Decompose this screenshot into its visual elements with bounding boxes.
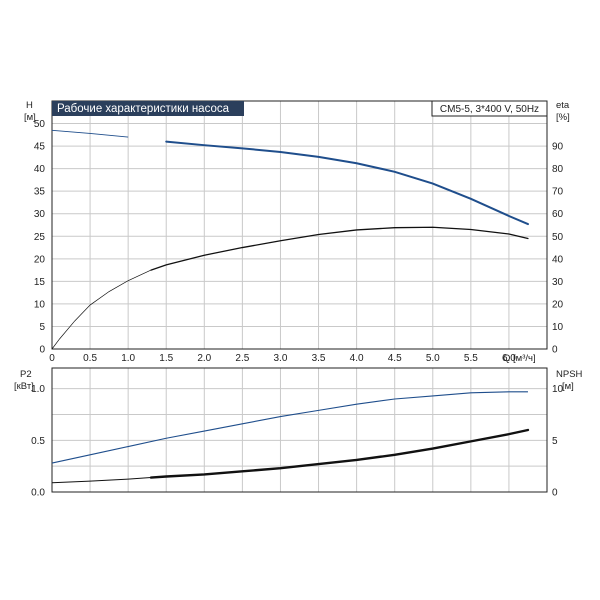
p2-tick-labels: 0.0 0.5 1.0 <box>31 384 45 498</box>
eta-tick-label: 50 <box>552 232 564 243</box>
eta-tick-label: 0 <box>552 345 558 356</box>
h-tick-label: 10 <box>34 299 46 310</box>
x-axis-label-q: Q [м³/ч] <box>503 353 536 364</box>
h-tick-label: 20 <box>34 254 46 265</box>
eta-tick-label: 80 <box>552 164 564 175</box>
chart-title-background <box>52 101 244 116</box>
upper-series <box>51 129 529 350</box>
h-tick-label: 45 <box>34 142 46 153</box>
y-axis-label-p2: P2 <box>20 369 32 380</box>
y-axis-label-eta: eta <box>556 100 570 111</box>
y-axis-label-h: H <box>26 100 33 111</box>
pump-model-label: CM5-5, 3*400 V, 50Hz <box>440 104 539 115</box>
h-tick-label: 25 <box>34 232 46 243</box>
q-tick-label: 3.5 <box>312 353 326 364</box>
q-tick-labels: 0 0.5 1.0 1.5 2.0 2.5 3.0 3.5 4.0 4.5 5.0 5.5 6.0 <box>49 353 516 364</box>
h-tick-label: 5 <box>39 322 45 333</box>
eta-tick-label: 10 <box>552 322 564 333</box>
q-tick-label: 5.0 <box>426 353 440 364</box>
npsh-tick-label: 10 <box>552 384 564 395</box>
eta-tick-label: 20 <box>552 299 564 310</box>
npsh-tick-label: 5 <box>552 436 558 447</box>
eta-tick-label: 90 <box>552 142 564 153</box>
pump-model-box <box>431 100 548 117</box>
head-curve-thin <box>51 129 129 138</box>
npsh-curve-thin <box>51 477 152 484</box>
upper-grid <box>52 101 547 349</box>
efficiency-curve-thin <box>51 269 152 350</box>
q-tick-label: 2.5 <box>235 353 249 364</box>
h-tick-labels: 0 5 10 15 20 25 30 35 40 45 50 <box>34 119 46 355</box>
efficiency-curve <box>150 226 529 271</box>
q-tick-label: 5.5 <box>464 353 478 364</box>
q-tick-label: 3.0 <box>274 353 288 364</box>
npsh-tick-label: 0 <box>552 488 558 499</box>
q-tick-label: 4.0 <box>350 353 364 364</box>
npsh-tick-labels: 0 5 10 <box>552 384 564 498</box>
p2-tick-label: 1.0 <box>31 384 45 395</box>
q-tick-label: 0.5 <box>83 353 97 364</box>
eta-tick-labels: 0 10 20 30 40 50 60 70 80 90 <box>552 142 564 356</box>
q-tick-label: 1.5 <box>159 353 173 364</box>
q-tick-label: 4.5 <box>388 353 402 364</box>
eta-tick-label: 40 <box>552 254 564 265</box>
y-axis-unit-h: [м] <box>24 112 36 123</box>
eta-tick-label: 70 <box>552 187 564 198</box>
y-axis-label-npsh: NPSH <box>556 369 583 380</box>
lower-series <box>51 391 530 484</box>
h-tick-label: 0 <box>39 345 45 356</box>
chart-title: Рабочие характеристики насоса <box>57 103 230 115</box>
y-axis-unit-p2: [кВт] <box>14 381 34 392</box>
q-tick-label: 6.0 <box>502 353 516 364</box>
upper-plot-frame <box>51 100 548 350</box>
h-tick-label: 35 <box>34 187 46 198</box>
q-tick-label: 0 <box>49 353 55 364</box>
p2-tick-label: 0.0 <box>31 488 45 499</box>
h-tick-label: 50 <box>34 119 46 130</box>
q-tick-label: 2.0 <box>197 353 211 364</box>
head-curve <box>165 140 529 226</box>
y-axis-unit-npsh: [м] <box>562 381 574 392</box>
h-tick-label: 15 <box>34 277 46 288</box>
y-axis-unit-eta: [%] <box>556 112 570 123</box>
power-p2-curve <box>51 391 528 464</box>
npsh-curve <box>149 428 530 479</box>
q-tick-label: 1.0 <box>121 353 135 364</box>
eta-tick-label: 60 <box>552 209 564 220</box>
eta-tick-label: 30 <box>552 277 564 288</box>
h-tick-label: 30 <box>34 209 46 220</box>
lower-plot-frame <box>51 367 548 493</box>
p2-tick-label: 0.5 <box>31 436 45 447</box>
h-tick-label: 40 <box>34 164 46 175</box>
